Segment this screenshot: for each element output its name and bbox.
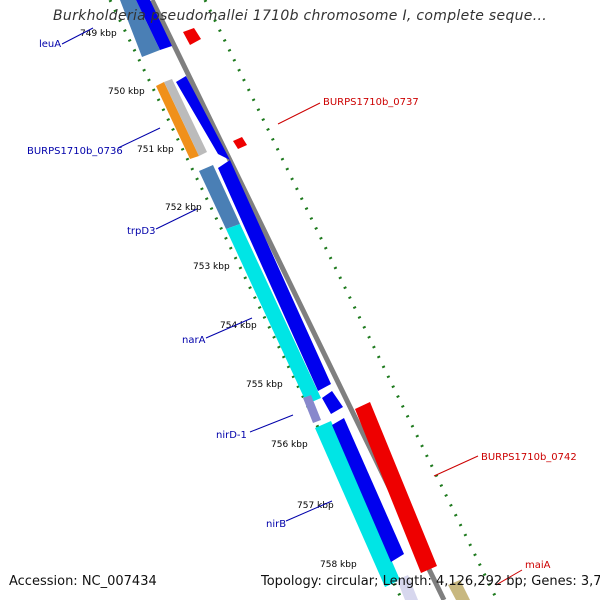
gene-maiA[interactable] [448, 580, 470, 600]
gene-blue-0739[interactable] [176, 76, 230, 160]
label-trpD3[interactable]: trpD3 [127, 226, 155, 237]
gene-blue-long[interactable] [218, 160, 331, 391]
ruler-tick-754: 754 kbp [220, 321, 257, 331]
leader-nirD-1 [249, 414, 294, 433]
gene-leuA-blue[interactable] [136, 0, 172, 50]
gene-grey-0736[interactable] [164, 79, 207, 156]
ruler-tick-755: 755 kbp [246, 380, 283, 390]
ruler-tick-753: 753 kbp [193, 262, 230, 272]
genes-count-text: Genes: 3,799 [531, 574, 600, 589]
label-nirB[interactable]: nirB [266, 519, 286, 530]
genome-stats: Topology: circular; Length: 4,126,292 bp… [261, 574, 600, 589]
ruler-tick-752: 752 kbp [165, 203, 202, 213]
gene-nirD-1[interactable] [303, 395, 321, 423]
ruler-tick-750: 750 kbp [108, 87, 145, 97]
accession-text: Accession: NC_007434 [9, 574, 157, 589]
length-text: Length: 4,126,292 bp [382, 574, 523, 589]
ruler-tick-758: 758 kbp [320, 560, 357, 570]
label-leuA[interactable]: leuA [39, 39, 61, 50]
label-narA[interactable]: narA [182, 335, 206, 346]
ruler-tick-751: 751 kbp [137, 145, 174, 155]
gene-narA[interactable] [226, 224, 321, 404]
gene-nirB[interactable] [315, 421, 400, 587]
ruler-tick-749: 749 kbp [80, 29, 117, 39]
leader-trpD3 [155, 208, 198, 230]
topology-text: Topology: circular [261, 574, 375, 589]
leader-BURPS1710b_0736 [117, 127, 161, 149]
gene-lower-white-rev[interactable] [397, 575, 418, 600]
leader-leuA [61, 27, 94, 45]
label-BURPS1710b_0742[interactable]: BURPS1710b_0742 [481, 452, 577, 463]
gene-blue-short[interactable] [322, 391, 343, 414]
gene-BURPS1710b_0736[interactable] [156, 82, 199, 159]
gene-blue-nirB[interactable] [332, 418, 404, 562]
map-title: Burkholderia pseudomallei 1710b chromoso… [53, 8, 547, 24]
gene-trpD3[interactable] [199, 165, 240, 229]
label-maiA[interactable]: maiA [525, 560, 551, 571]
label-nirD-1[interactable]: nirD-1 [216, 430, 247, 441]
leader-maiA [495, 569, 523, 586]
leader-BURPS1710b_0737 [277, 102, 321, 125]
ruler-tick-757: 757 kbp [297, 501, 334, 511]
gene-BURPS1710b_0742[interactable] [355, 402, 437, 573]
leader-nirB [285, 500, 333, 522]
ruler-tick-756: 756 kbp [271, 440, 308, 450]
gene-BURPS1710b_0737[interactable] [183, 28, 201, 45]
gene-BURPS1710b_0737-small[interactable] [233, 137, 247, 149]
leader-narA [205, 317, 253, 339]
outer-tick-track [203, 0, 499, 600]
gene-leuA[interactable] [120, 0, 160, 57]
leader-BURPS1710b_0742 [433, 455, 479, 477]
inner-tick-track [108, 0, 404, 600]
label-BURPS1710b_0737[interactable]: BURPS1710b_0737 [323, 97, 419, 108]
label-BURPS1710b_0736[interactable]: BURPS1710b_0736 [27, 146, 123, 157]
